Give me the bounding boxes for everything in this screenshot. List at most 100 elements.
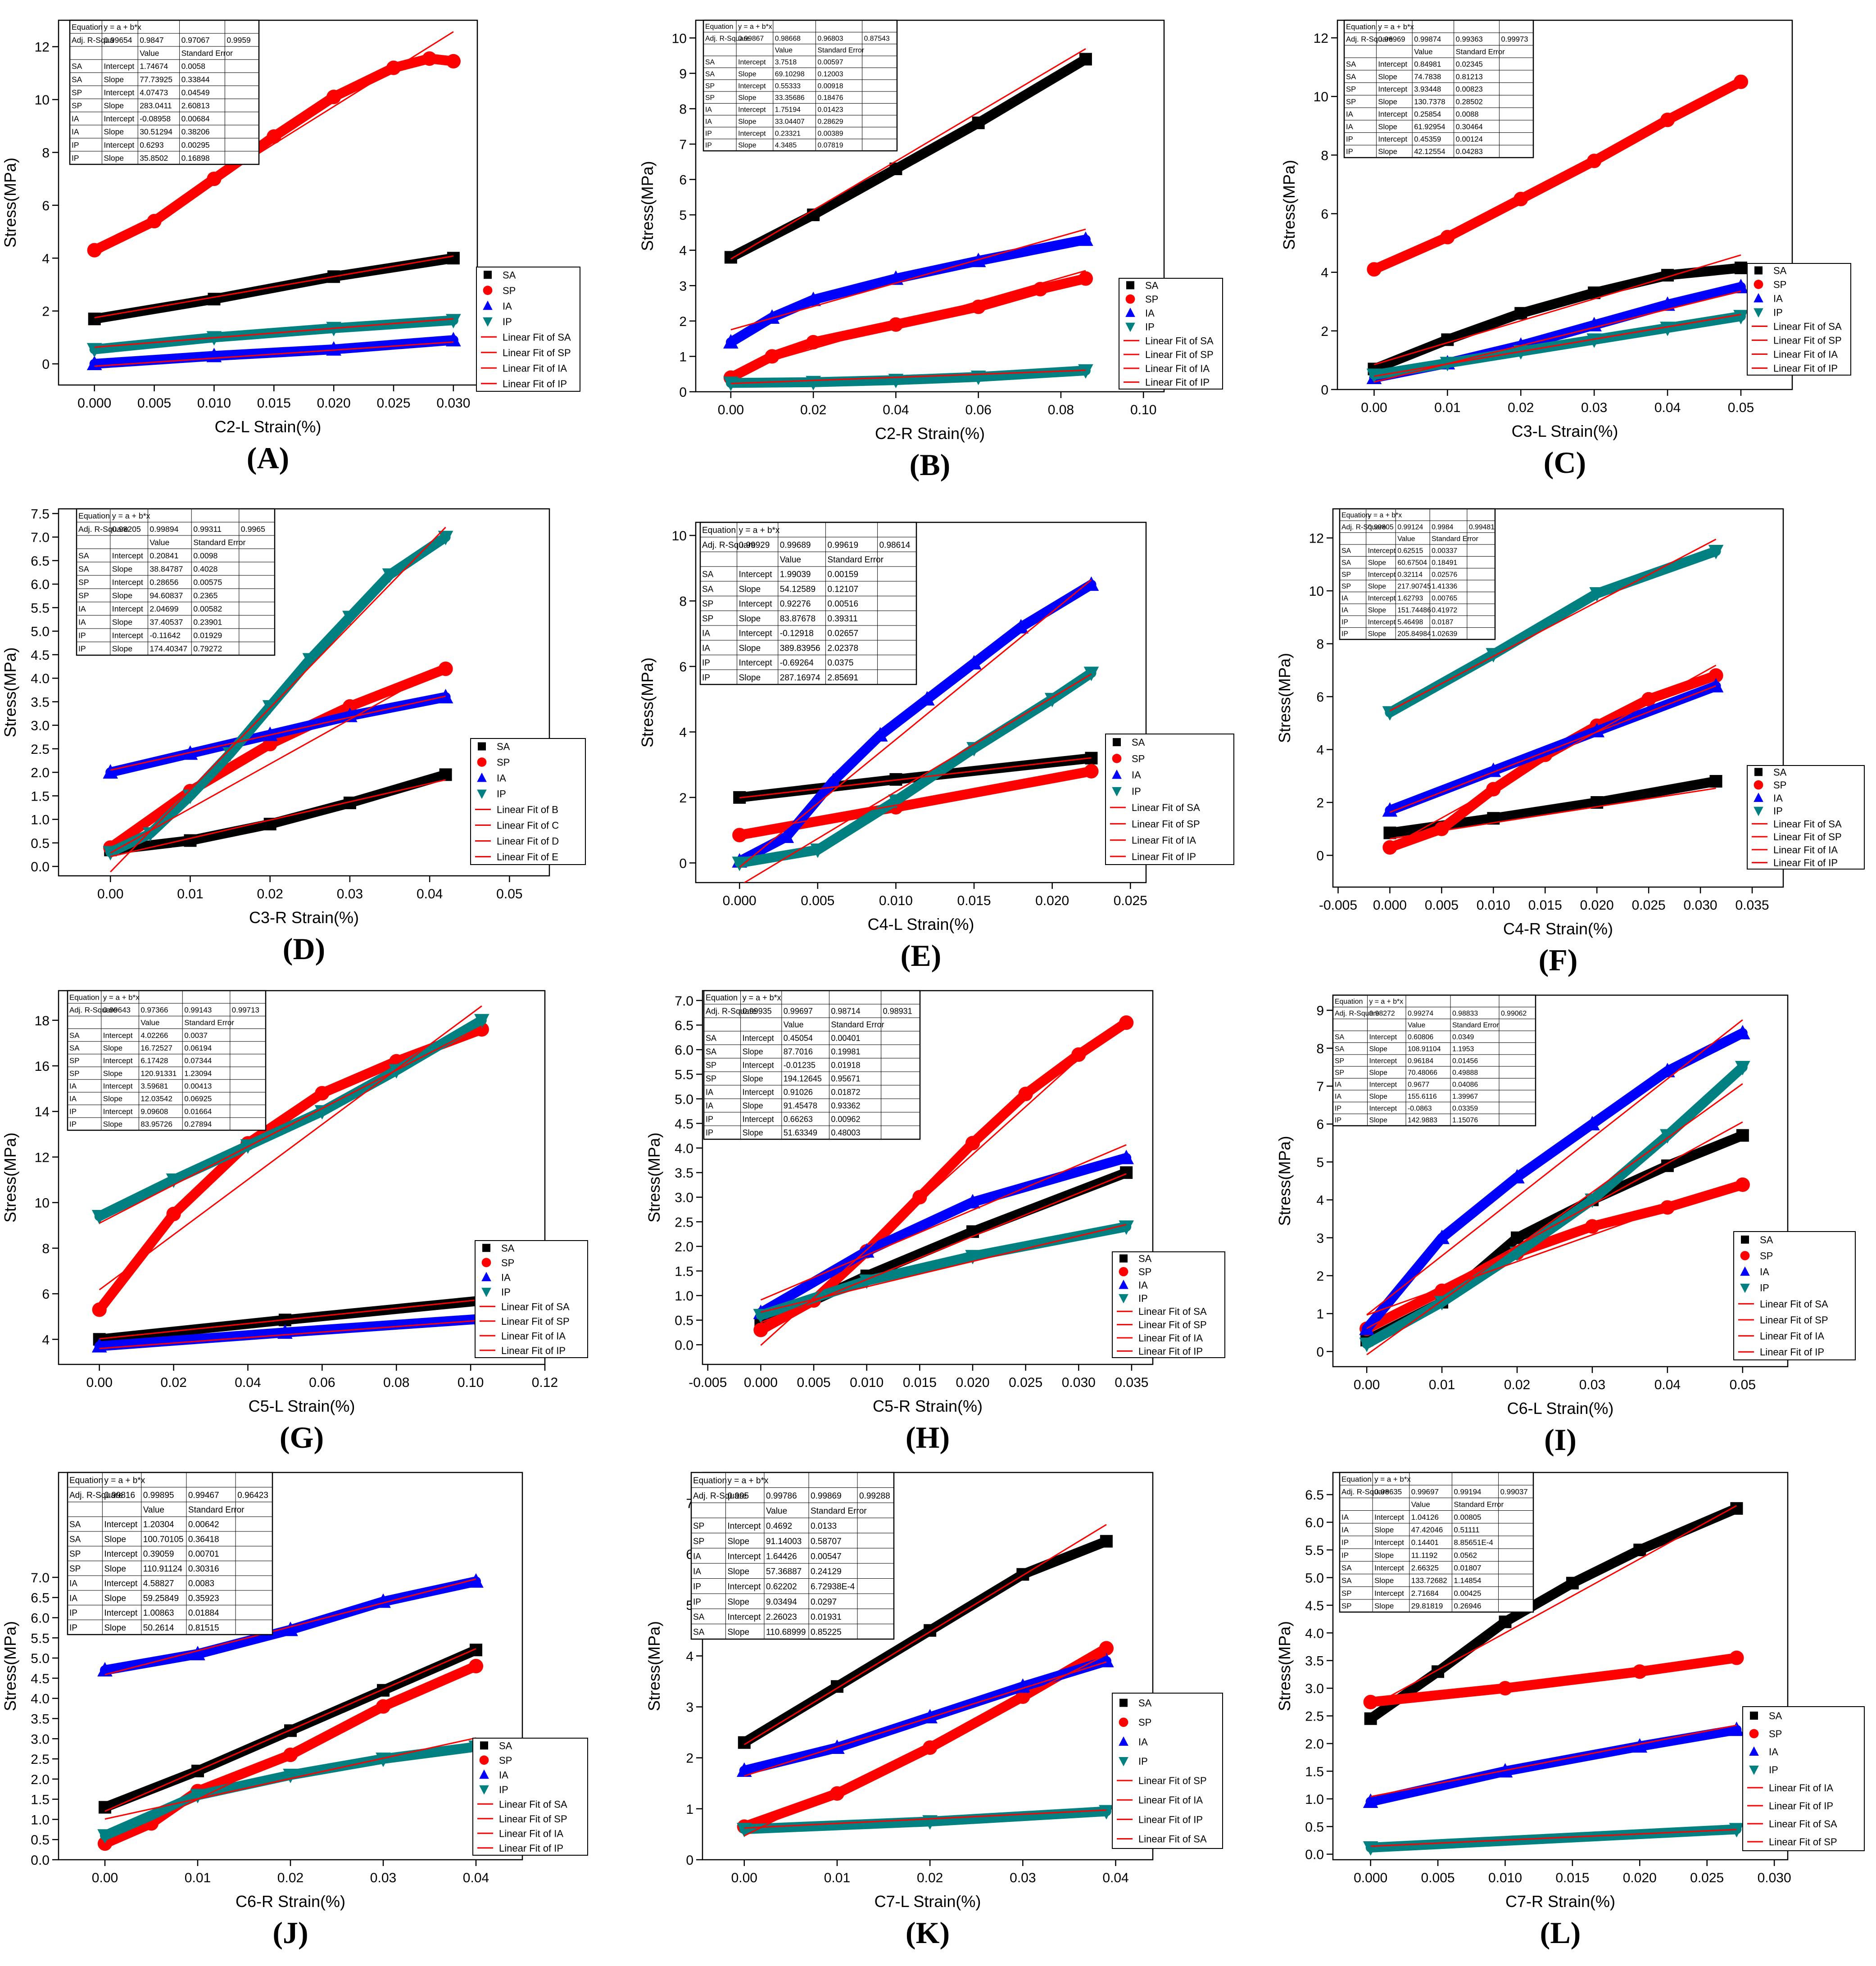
- table-cell: Slope: [112, 618, 132, 627]
- table-cell: 0.99874: [1414, 35, 1441, 44]
- legend-label: IP: [503, 316, 512, 327]
- table-cell: 0.0037: [184, 1031, 208, 1040]
- table-cell: Slope: [1378, 97, 1397, 106]
- y-tick-label: 8: [679, 102, 687, 117]
- table-cell: 16.72527: [140, 1044, 172, 1052]
- series-sa: [738, 1535, 1113, 1749]
- fit-line-linear-fit-of-sa: [739, 757, 1092, 799]
- x-tick-label: 0.035: [1735, 898, 1769, 913]
- data-point: [468, 1573, 484, 1588]
- x-tick-label: 0.12: [532, 1375, 558, 1390]
- data-point: [1733, 279, 1749, 294]
- table-cell: Value: [143, 1505, 164, 1515]
- legend-label: Linear Fit of SP: [1132, 818, 1200, 829]
- table-cell: 0.99816: [104, 1490, 135, 1500]
- x-tick-label: 0.005: [137, 396, 171, 411]
- data-point: [314, 1105, 330, 1120]
- fit-line-linear-fit-of-ip: [1374, 313, 1741, 377]
- x-tick-label: 0.02: [917, 1871, 943, 1885]
- table-cell: 77.73925: [140, 75, 172, 84]
- y-axis-label: Stress(MPa): [1275, 1621, 1294, 1711]
- data-point: [1566, 1576, 1579, 1590]
- legend-label: SA: [501, 1242, 515, 1254]
- y-tick-label: 3: [679, 279, 687, 294]
- table-cell: SA: [1346, 72, 1356, 81]
- table-cell: Intercept: [738, 82, 766, 90]
- y-tick-label: 2: [686, 1751, 693, 1766]
- table-cell: 0.00159: [827, 570, 858, 580]
- fit-line-linear-fit-of-sa: [104, 1648, 476, 1812]
- legend-label: IA: [497, 773, 506, 784]
- data-point: [103, 764, 118, 779]
- table-cell: 0.99935: [743, 1007, 772, 1016]
- table-cell: 2.85691: [827, 673, 858, 683]
- legend: SA SP IA IP Linear Fit of SA Linear Fit of SP…: [1105, 734, 1234, 865]
- legend-label: Linear Fit of IP: [1769, 1800, 1833, 1812]
- fit-line-linear-fit-of-sp: [1389, 665, 1717, 847]
- table-cell: Slope: [728, 1597, 750, 1607]
- data-point: [966, 742, 982, 757]
- data-point: [1641, 692, 1656, 707]
- table-cell: IA: [1335, 1081, 1341, 1089]
- legend-marker: [478, 742, 486, 751]
- table-cell: 0.00823: [1456, 85, 1483, 94]
- table-cell: Adj. R-Squa: [72, 36, 114, 45]
- fit-line-linear-fit-of-ia: [730, 228, 1086, 331]
- plot-area: [736, 1524, 1114, 1838]
- y-tick-label: 1.5: [31, 789, 50, 804]
- table-cell: SA: [705, 70, 715, 78]
- series-line: [734, 580, 1097, 866]
- table-cell: IA: [706, 1101, 713, 1110]
- plot-frame: [702, 1472, 1154, 1861]
- x-tick-label: 0.00: [97, 887, 123, 901]
- table-cell: SP: [72, 101, 82, 110]
- panel-label: (E): [901, 938, 942, 973]
- data-point: [1513, 345, 1529, 360]
- data-point: [753, 1309, 769, 1323]
- table-cell: 0.0098: [193, 551, 218, 560]
- table-cell: 0.9965: [241, 525, 265, 534]
- y-tick-label: 4.5: [675, 1117, 693, 1132]
- data-point: [1729, 1823, 1745, 1838]
- table-cell: Intercept: [738, 106, 766, 114]
- legend-label: SA: [497, 741, 510, 752]
- table-cell: IP: [72, 154, 79, 163]
- legend-marker: [477, 757, 487, 767]
- data-point: [806, 376, 821, 390]
- table-cell: SP: [706, 1061, 716, 1070]
- y-tick-label: 5.5: [1305, 1543, 1324, 1558]
- table-cell: 155.6116: [1408, 1093, 1437, 1101]
- table-cell: Intercept: [104, 1549, 138, 1559]
- data-point: [1585, 1193, 1600, 1208]
- table-cell: 0.00124: [1456, 135, 1483, 144]
- table-cell: 50.2614: [143, 1623, 174, 1633]
- data-point: [1078, 364, 1093, 379]
- table-cell: IP: [1341, 630, 1348, 638]
- table-cell: Value: [1411, 1500, 1430, 1509]
- table-cell: SP: [693, 1522, 704, 1531]
- table-cell: IA: [1341, 1526, 1349, 1534]
- legend-label: Linear Fit of SP: [503, 347, 571, 358]
- x-tick-label: 0.025: [1114, 893, 1147, 908]
- table-cell: 0.99288: [859, 1491, 890, 1501]
- table-cell: Value: [150, 538, 169, 547]
- y-tick-label: 3: [1316, 1231, 1324, 1246]
- y-tick-label: 6.0: [1305, 1516, 1324, 1531]
- legend-label: IA: [1760, 1266, 1769, 1277]
- data-point: [166, 1173, 181, 1188]
- fit-line-linear-fit-of-ip: [744, 1809, 1106, 1829]
- data-point: [438, 530, 453, 545]
- x-tick-label: 0.03: [1581, 400, 1607, 415]
- y-tick-label: 4.0: [1305, 1626, 1324, 1641]
- table-cell: 0.98668: [775, 35, 801, 42]
- table-cell: 133.72682: [1411, 1576, 1447, 1585]
- table-cell: 151.74486: [1397, 607, 1431, 614]
- data-point: [97, 1662, 113, 1676]
- table-cell: IA: [1341, 595, 1348, 602]
- data-point: [1099, 1805, 1114, 1820]
- x-axis-label: C5-L Strain(%): [249, 1397, 355, 1415]
- table-cell: 0.06925: [184, 1095, 212, 1103]
- table-cell: 30.51294: [140, 127, 172, 136]
- fit-line-linear-fit-of-sp: [104, 1664, 476, 1845]
